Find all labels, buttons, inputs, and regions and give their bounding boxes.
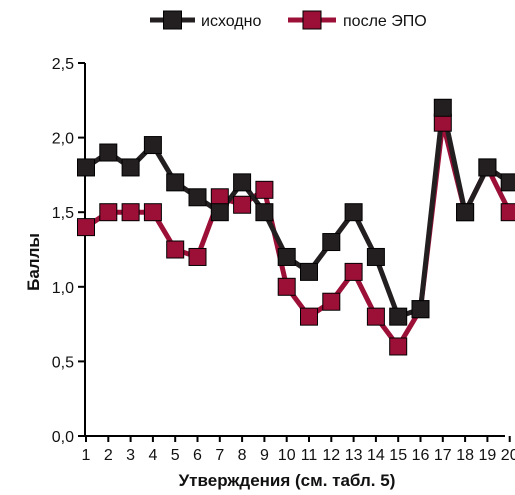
data-point-0 xyxy=(166,173,185,192)
data-point-1 xyxy=(77,218,95,237)
data-point-1 xyxy=(277,277,296,296)
data-point-1 xyxy=(322,292,341,311)
data-point-0 xyxy=(344,203,363,222)
data-point-0 xyxy=(99,143,118,162)
data-point-1 xyxy=(500,203,515,222)
data-point-0 xyxy=(210,203,229,222)
x-tick-label: 7 xyxy=(215,447,224,464)
y-tick-label: 2,5 xyxy=(52,56,74,73)
data-point-1 xyxy=(99,203,118,222)
y-tick-label: 1,5 xyxy=(52,205,74,222)
legend-marker-0 xyxy=(163,10,182,30)
data-point-0 xyxy=(143,136,162,155)
x-tick-label: 1 xyxy=(82,447,91,464)
x-tick-label: 14 xyxy=(367,447,385,464)
data-point-0 xyxy=(389,307,408,326)
data-point-0 xyxy=(433,98,452,117)
x-tick-label: 17 xyxy=(434,447,452,464)
x-tick-label: 15 xyxy=(389,447,407,464)
data-point-1 xyxy=(166,240,185,259)
x-tick-label: 10 xyxy=(278,447,296,464)
x-tick-label: 4 xyxy=(148,447,157,464)
data-point-1 xyxy=(143,203,162,222)
legend-label-1: после ЭПО xyxy=(343,13,427,30)
x-tick-label: 9 xyxy=(260,447,269,464)
data-point-0 xyxy=(188,188,207,207)
data-point-0 xyxy=(255,203,274,222)
axes: 0,00,51,01,52,02,51 2 3 4 5 6 7 8 9 10 11 12 13 14 15 1… xyxy=(52,56,515,464)
x-tick-label: 3 xyxy=(126,447,135,464)
data-point-0 xyxy=(121,158,140,177)
legend: исходно после ЭПО xyxy=(150,10,427,30)
data-point-1 xyxy=(300,307,318,326)
data-point-1 xyxy=(344,262,363,281)
data-point-0 xyxy=(77,158,95,177)
data-point-0 xyxy=(500,173,515,192)
x-tick-label: 18 xyxy=(456,447,474,464)
x-tick-label: 8 xyxy=(238,447,247,464)
data-point-0 xyxy=(411,300,430,319)
y-tick-label: 2,0 xyxy=(52,131,74,148)
data-point-0 xyxy=(456,203,475,222)
data-point-0 xyxy=(277,247,296,266)
x-tick-label: 16 xyxy=(412,447,430,464)
x-tick-label: 12 xyxy=(322,447,340,464)
data-point-0 xyxy=(322,233,341,252)
data-point-1 xyxy=(188,247,207,266)
x-tick-label: 11 xyxy=(301,447,318,464)
x-tick-label: 13 xyxy=(345,447,363,464)
series-markers xyxy=(77,98,515,356)
data-point-1 xyxy=(233,195,252,214)
data-point-0 xyxy=(366,247,385,266)
x-tick-label: 5 xyxy=(171,447,180,464)
legend-label-0: исходно xyxy=(201,13,261,30)
x-tick-label: 19 xyxy=(479,447,497,464)
y-axis-title: Баллы xyxy=(24,233,43,291)
x-axis-title: Утверждения (см. табл. 5) xyxy=(179,471,396,490)
x-tick-label: 20 xyxy=(501,447,515,464)
y-tick-label: 0,0 xyxy=(52,429,74,446)
y-tick-label: 1,0 xyxy=(52,280,74,297)
series-line-1 xyxy=(84,120,512,349)
legend-marker-1 xyxy=(302,10,322,30)
x-tick-label: 6 xyxy=(193,447,202,464)
data-point-1 xyxy=(366,307,385,326)
data-point-1 xyxy=(389,337,408,356)
data-point-0 xyxy=(233,173,252,192)
data-point-1 xyxy=(121,203,140,222)
y-tick-label: 0,5 xyxy=(52,354,74,371)
x-tick-label: 2 xyxy=(104,447,113,464)
data-point-0 xyxy=(478,158,497,177)
data-point-1 xyxy=(255,180,274,199)
data-point-0 xyxy=(300,262,318,281)
